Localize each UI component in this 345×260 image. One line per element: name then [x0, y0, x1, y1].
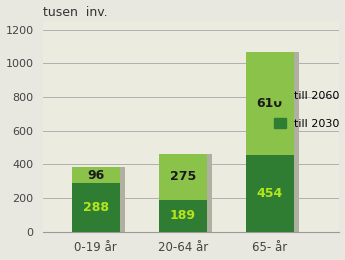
Bar [77, 167, 125, 232]
Bar [72, 183, 120, 232]
Text: 454: 454 [257, 187, 283, 200]
Bar [164, 154, 212, 232]
Bar [159, 200, 207, 232]
Text: 275: 275 [170, 170, 196, 183]
Text: tusen  inv.: tusen inv. [43, 5, 108, 18]
Bar [77, 232, 125, 235]
Bar [251, 53, 299, 232]
Bar [246, 155, 294, 232]
Bar [251, 232, 299, 235]
Text: 189: 189 [170, 209, 196, 222]
Text: 288: 288 [83, 201, 109, 214]
Legend: till 2060, till 2030: till 2060, till 2030 [274, 90, 340, 129]
Bar [159, 154, 207, 200]
Bar [72, 167, 120, 183]
Bar [246, 53, 294, 155]
Bar [164, 232, 212, 235]
Text: 96: 96 [87, 168, 104, 181]
Text: 610: 610 [257, 97, 283, 110]
